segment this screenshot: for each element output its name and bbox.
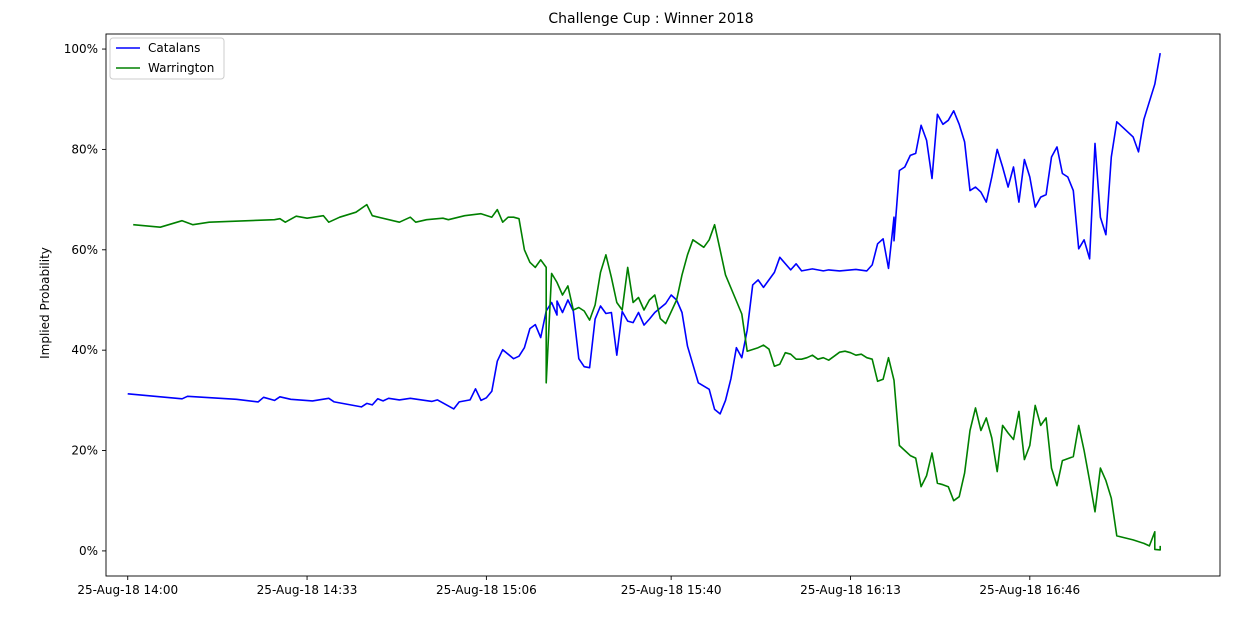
- y-axis-label: Implied Probability: [38, 247, 52, 359]
- y-tick-label: 40%: [71, 343, 98, 357]
- legend: Catalans Warrington: [109, 37, 225, 80]
- legend-label-warrington: Warrington: [148, 61, 214, 75]
- y-tick-label: 100%: [64, 42, 98, 56]
- chart-title: Challenge Cup : Winner 2018: [548, 11, 753, 27]
- x-tick-label: 25-Aug-18 16:46: [979, 583, 1080, 597]
- y-tick-label: 0%: [79, 544, 98, 558]
- x-tick-label: 25-Aug-18 15:06: [436, 583, 537, 597]
- series-line-catalans: [127, 52, 1161, 415]
- x-tick-label: 25-Aug-18 16:13: [800, 583, 901, 597]
- y-tick-label: 60%: [71, 243, 98, 257]
- plot-frame: [105, 33, 1221, 577]
- x-tick-label: 25-Aug-18 15:40: [621, 583, 722, 597]
- y-tick-label: 80%: [71, 142, 98, 156]
- x-tick-label: 25-Aug-18 14:33: [257, 583, 358, 597]
- series-line-warrington: [133, 203, 1161, 551]
- y-axis: 0% 20% 40% 60% 80% 100%: [64, 42, 106, 558]
- y-tick-label: 20%: [71, 444, 98, 458]
- legend-label-catalans: Catalans: [148, 41, 200, 55]
- x-axis: 25-Aug-18 14:00 25-Aug-18 14:33 25-Aug-18 …: [77, 576, 1080, 597]
- x-tick-label: 25-Aug-18 14:00: [77, 583, 178, 597]
- series-layer: [127, 52, 1161, 551]
